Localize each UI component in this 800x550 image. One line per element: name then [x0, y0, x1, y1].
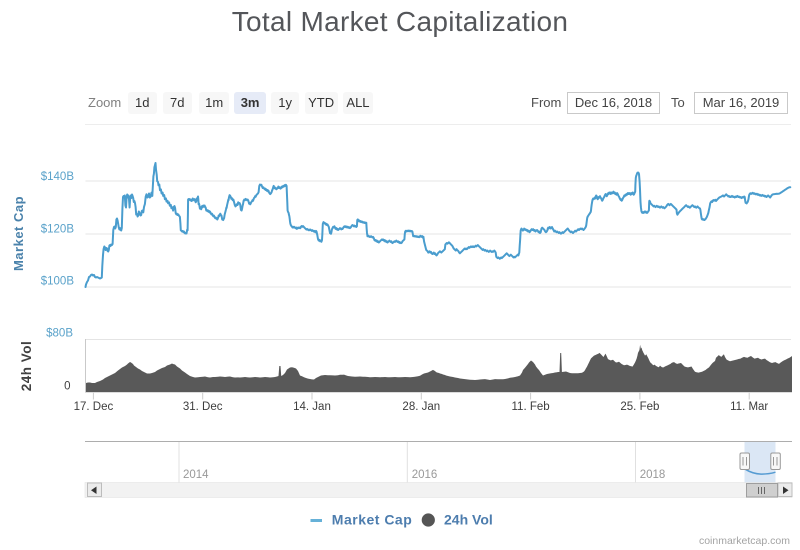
svg-text:$140B: $140B [41, 171, 75, 183]
svg-text:14. Jan: 14. Jan [293, 401, 331, 413]
svg-text:Market Cap: Market Cap [332, 512, 412, 528]
svg-text:31. Dec: 31. Dec [183, 401, 223, 413]
svg-text:11. Mar: 11. Mar [730, 401, 768, 413]
svg-text:$100B: $100B [41, 276, 75, 288]
svg-text:24h Vol: 24h Vol [19, 341, 34, 392]
svg-text:2014: 2014 [183, 469, 209, 481]
svg-text:25. Feb: 25. Feb [620, 401, 659, 413]
svg-text:coinmarketcap.com: coinmarketcap.com [699, 535, 790, 547]
svg-text:0: 0 [64, 381, 70, 393]
svg-text:$120B: $120B [41, 224, 75, 236]
svg-text:24h Vol: 24h Vol [444, 512, 493, 528]
svg-text:$80B: $80B [46, 328, 73, 340]
svg-text:2018: 2018 [640, 469, 666, 481]
svg-text:17. Dec: 17. Dec [74, 401, 114, 413]
svg-text:28. Jan: 28. Jan [402, 401, 440, 413]
svg-text:11. Feb: 11. Feb [512, 401, 550, 413]
svg-text:Market Cap: Market Cap [11, 196, 26, 271]
svg-text:2016: 2016 [412, 469, 438, 481]
